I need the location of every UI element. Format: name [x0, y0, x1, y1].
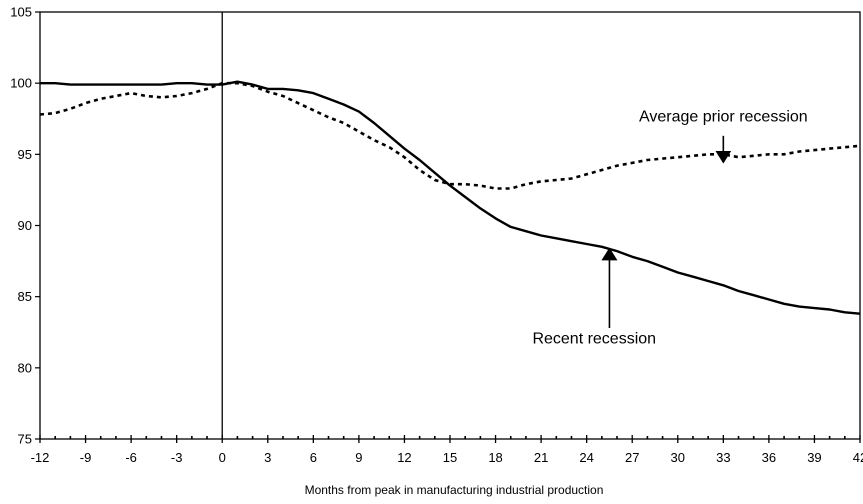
- series-recent-recession: [40, 80, 861, 315]
- x-tick-label: 15: [443, 450, 457, 465]
- x-tick-label: 6: [310, 450, 317, 465]
- x-tick-label: -12: [31, 450, 50, 465]
- annotation-layer: Average prior recession Recent recession: [532, 109, 807, 348]
- x-tick-label: 18: [488, 450, 502, 465]
- x-tick-label: 0: [219, 450, 226, 465]
- x-tick-label: 33: [716, 450, 730, 465]
- x-tick-label: 3: [264, 450, 271, 465]
- x-tick-label: 42: [853, 450, 863, 465]
- x-tick-label: -3: [171, 450, 183, 465]
- x-tick-label: 30: [671, 450, 685, 465]
- y-tick-label: 95: [18, 147, 32, 162]
- x-axis-title: Months from peak in manufacturing indust…: [305, 483, 604, 497]
- x-tick-label: 24: [579, 450, 593, 465]
- x-tick-label: 21: [534, 450, 548, 465]
- y-tick-label: 105: [10, 5, 32, 20]
- x-tick-label: 12: [397, 450, 411, 465]
- x-tick-label: -9: [80, 450, 92, 465]
- y-tick-label: 75: [18, 432, 32, 447]
- y-tick-label: 85: [18, 289, 32, 304]
- x-tick-label: 9: [355, 450, 362, 465]
- x-tick-label: -6: [125, 450, 137, 465]
- x-axis: -12-9-6-303691215182124273033363942: [31, 435, 863, 465]
- series-layer: [39, 80, 861, 315]
- plot-area: [39, 11, 861, 440]
- y-axis: 75 80 85 90 95 100 105: [10, 5, 40, 447]
- annotation-label: Average prior recession: [639, 109, 808, 126]
- annotation-label: Recent recession: [532, 331, 656, 348]
- x-tick-label: 36: [762, 450, 776, 465]
- y-tick-label: 100: [10, 76, 32, 91]
- x-tick-label: 39: [807, 450, 821, 465]
- series-average-prior-recession: [39, 81, 861, 190]
- y-tick-label: 80: [18, 360, 32, 375]
- x-tick-label: 27: [625, 450, 639, 465]
- y-tick-label: 90: [18, 218, 32, 233]
